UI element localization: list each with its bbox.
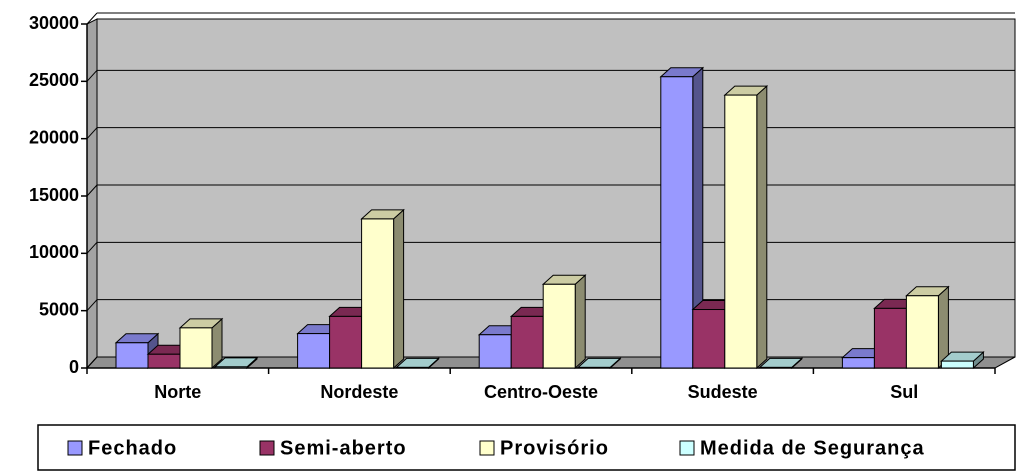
legend-swatch [67,440,83,456]
grid-line-side [86,184,98,197]
x-tick-label: Sudeste [688,382,758,402]
y-tick-label: 20000 [29,127,79,147]
grid-line-side [86,356,98,369]
y-tick-label: 15000 [29,185,79,205]
bar [214,366,248,369]
bar [115,342,149,369]
bar [660,76,694,369]
y-tick-label: 30000 [29,13,79,33]
x-tick-label: Centro-Oeste [484,382,598,402]
bar [147,353,181,369]
grid-line-side [86,241,98,254]
bar-side [574,274,586,370]
legend-swatch [679,440,695,456]
bar [542,283,576,369]
bar [940,360,974,369]
bar [724,94,758,369]
bar [179,327,213,369]
legend-label: Fechado [88,437,177,459]
bar [510,315,544,369]
y-tick-label: 25000 [29,70,79,90]
y-tick-label: 10000 [29,242,79,262]
grid-line-side [86,12,98,25]
bar [478,334,512,369]
bar [873,307,907,369]
x-tick-label: Norte [154,382,201,402]
bar [396,366,430,369]
x-tick-label: Sul [890,382,918,402]
bar-side [756,84,768,370]
x-tick-label: Nordeste [320,382,398,402]
legend-label: Provisório [500,437,609,459]
bar [297,333,331,369]
bar-side [393,208,405,370]
bar [577,366,611,369]
bar [692,309,726,369]
legend-swatch [259,440,275,456]
bar [905,295,939,369]
legend-box [37,424,1016,471]
y-tick-label: 5000 [39,299,79,319]
bar [841,357,875,369]
grid-line-side [86,69,98,82]
grid-line-side [86,127,98,140]
legend-label: Semi-aberto [280,437,407,459]
legend-label: Medida de Segurança [700,437,925,459]
y-tick-label: 0 [69,357,79,377]
legend-swatch [479,440,495,456]
bar [759,366,793,369]
bar [329,315,363,369]
grid-line-side [86,299,98,312]
bar [361,218,395,369]
